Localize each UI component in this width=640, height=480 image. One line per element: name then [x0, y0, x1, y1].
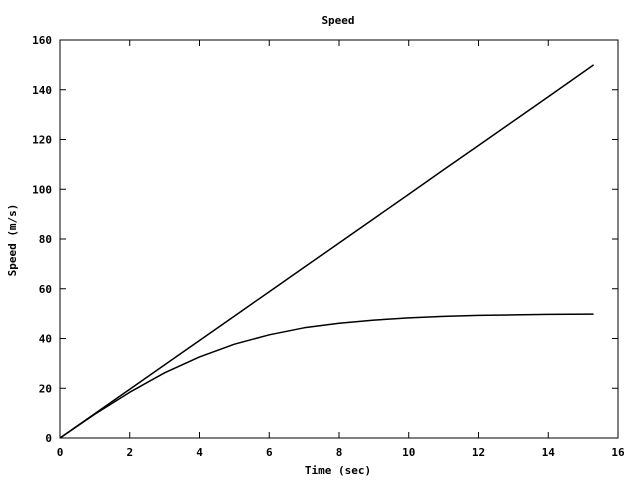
- y-tick-label: 100: [32, 183, 52, 196]
- x-tick-label: 12: [472, 446, 485, 459]
- x-tick-label: 10: [402, 446, 415, 459]
- y-tick-label: 20: [39, 382, 52, 395]
- y-axis-label: Speed (m/s): [6, 204, 19, 277]
- y-tick-label: 60: [39, 283, 52, 296]
- chart-title: Speed: [321, 14, 354, 27]
- x-tick-label: 2: [126, 446, 133, 459]
- y-tick-label: 80: [39, 233, 52, 246]
- y-tick-label: 160: [32, 34, 52, 47]
- x-axis-label: Time (sec): [305, 464, 371, 477]
- plot-frame: [59, 39, 619, 439]
- x-tick-label: 4: [196, 446, 203, 459]
- x-tick-label: 8: [336, 446, 343, 459]
- x-tick-label: 14: [542, 446, 556, 459]
- x-tick-label: 6: [266, 446, 273, 459]
- series-lines: [59, 64, 595, 439]
- series-line-1: [59, 64, 595, 439]
- series-line-2: [59, 313, 594, 439]
- y-tick-label: 140: [32, 84, 52, 97]
- y-tick-label: 0: [45, 432, 52, 445]
- y-tick-label: 120: [32, 134, 52, 147]
- y-tick-label: 40: [39, 333, 52, 346]
- x-tick-label: 0: [57, 446, 64, 459]
- x-tick-label: 16: [611, 446, 625, 459]
